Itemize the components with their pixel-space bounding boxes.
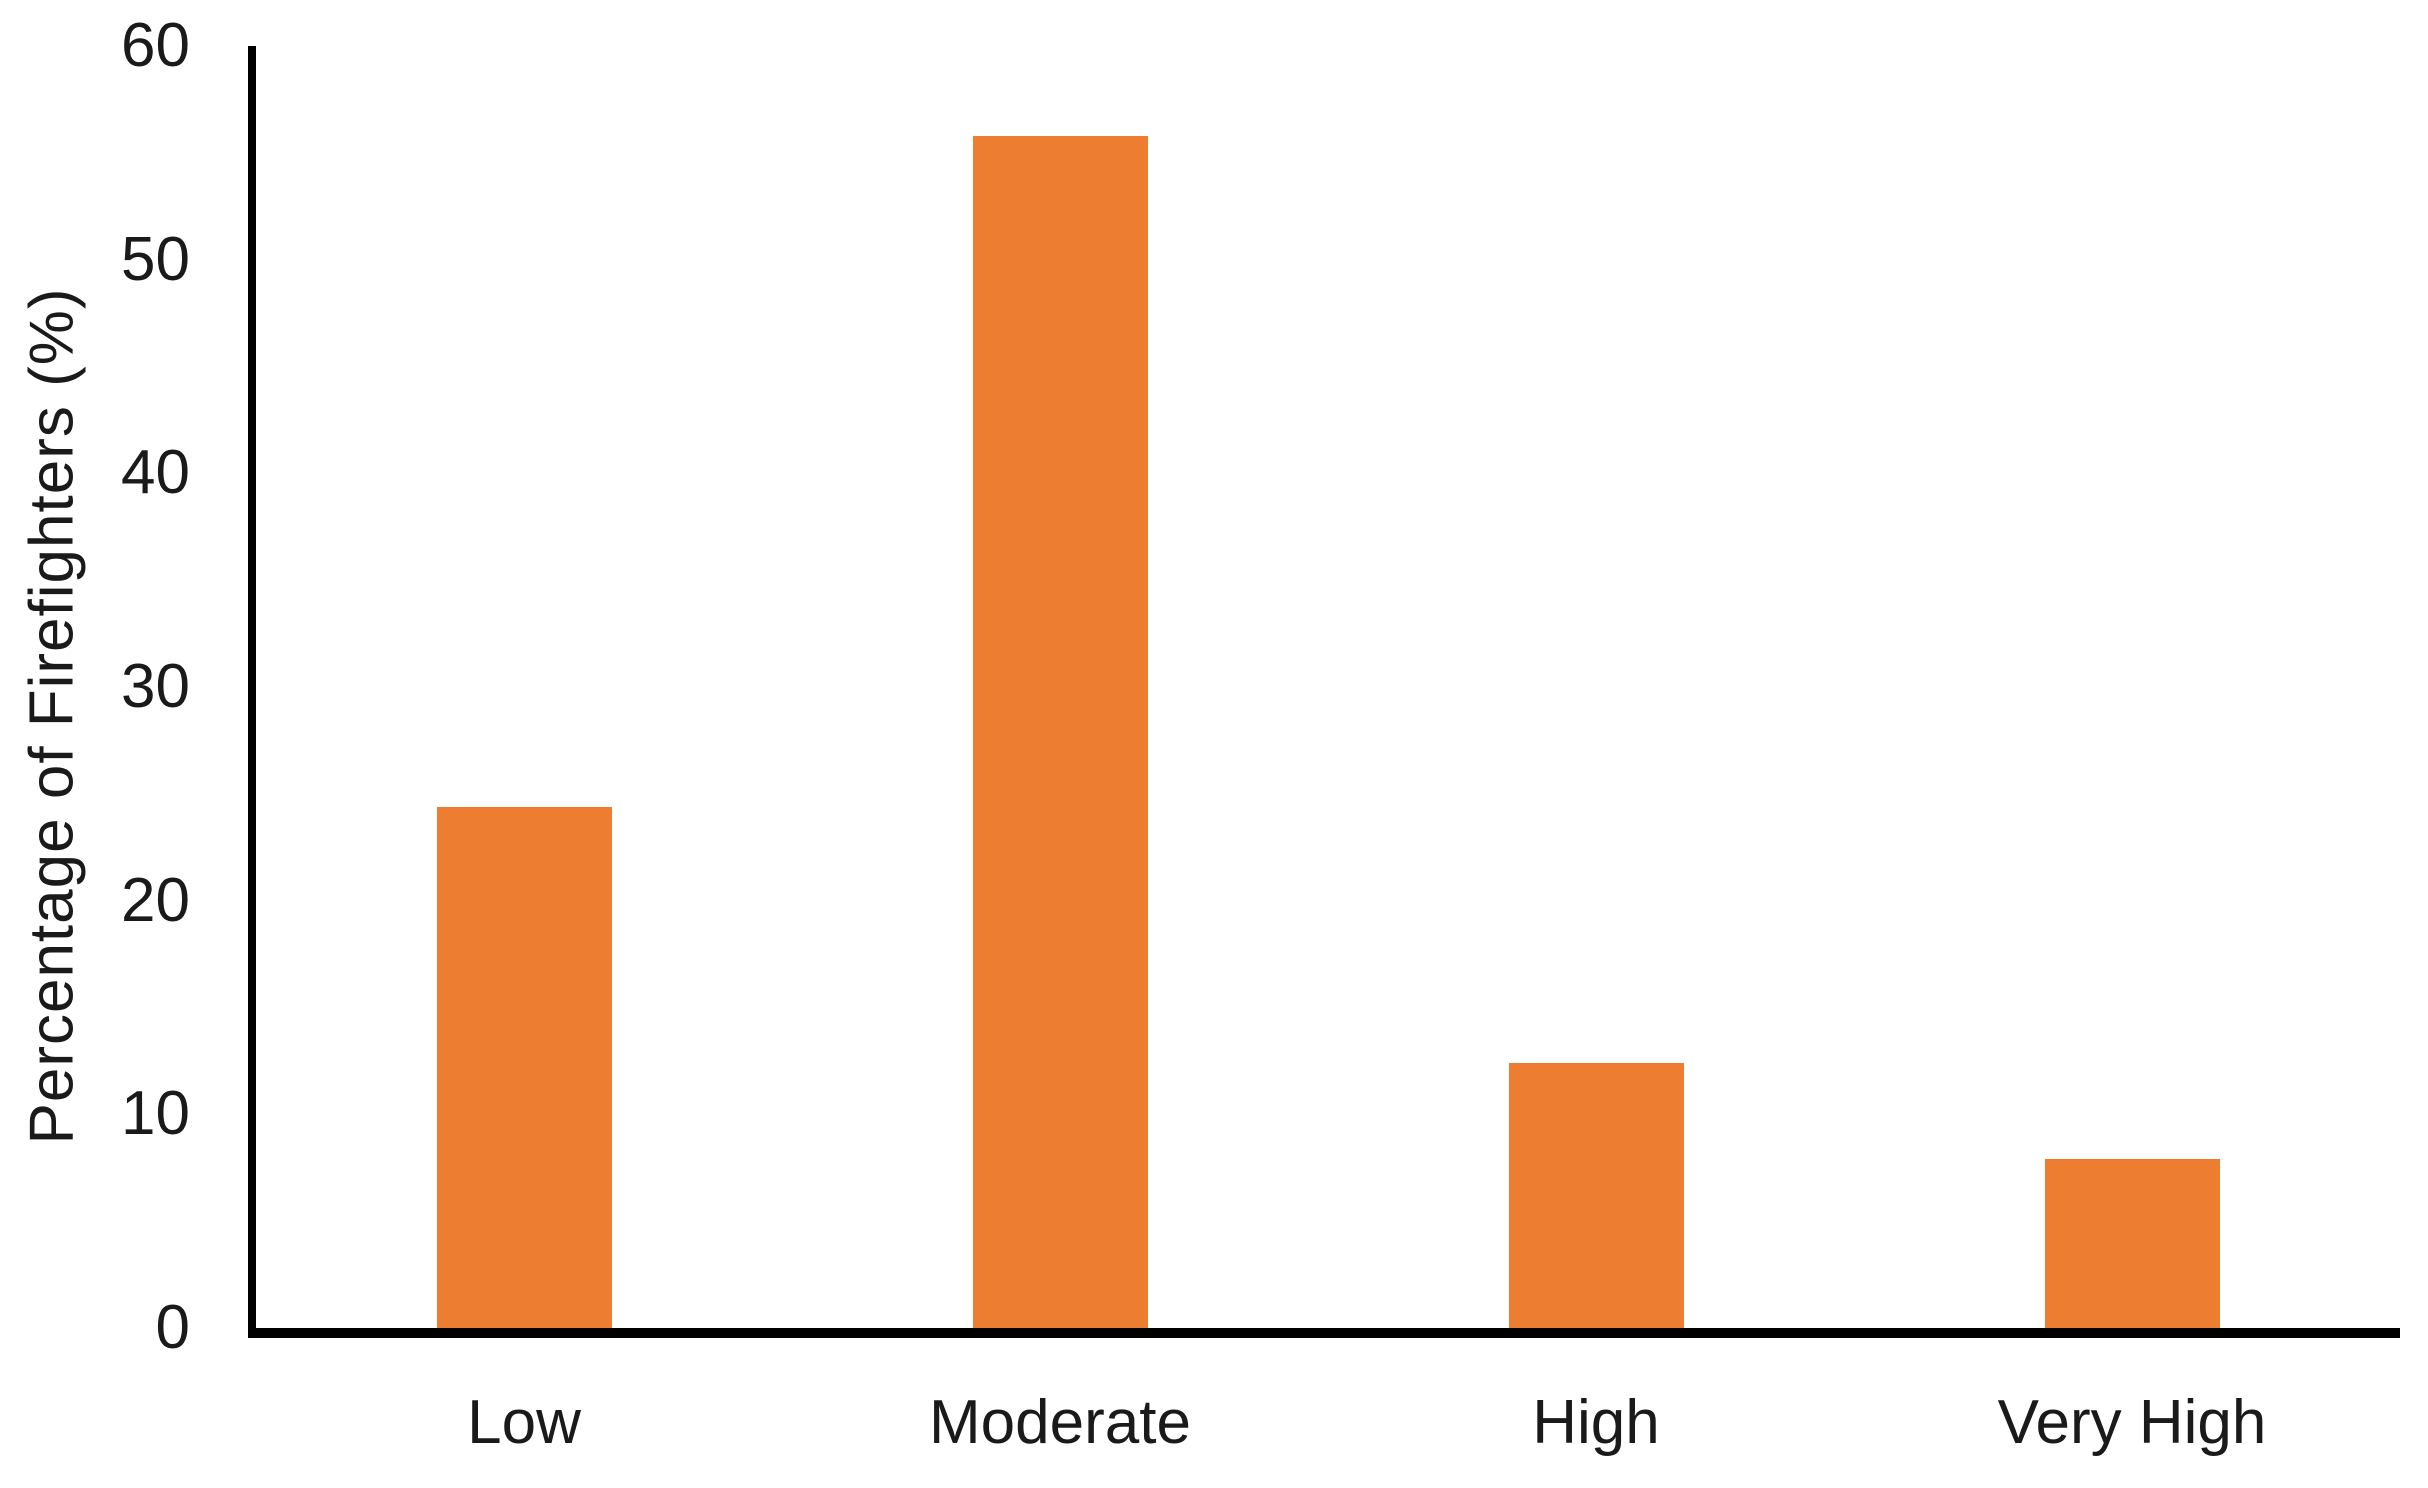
x-category-label-high: High: [1532, 1388, 1660, 1457]
y-tick-label-60: 60: [121, 11, 190, 80]
y-tick-label-20: 20: [121, 865, 190, 935]
y-tick-label-0: 0: [155, 1293, 190, 1362]
bar-low: [437, 807, 612, 1328]
y-tick-label-50: 50: [121, 224, 190, 294]
x-axis-line: [248, 1328, 2400, 1338]
y-tick-label-10: 10: [121, 1079, 190, 1149]
x-category-label-moderate: Moderate: [929, 1388, 1191, 1457]
bar-very-high: [2045, 1159, 2220, 1328]
x-category-label-very-high: Very High: [1997, 1388, 2267, 1457]
bar-moderate: [973, 136, 1148, 1328]
y-axis-line: [248, 46, 256, 1338]
x-category-label-low: Low: [467, 1388, 581, 1457]
y-tick-label-30: 30: [121, 652, 190, 721]
y-tick-label-40: 40: [121, 438, 190, 508]
bar-high: [1509, 1063, 1684, 1328]
